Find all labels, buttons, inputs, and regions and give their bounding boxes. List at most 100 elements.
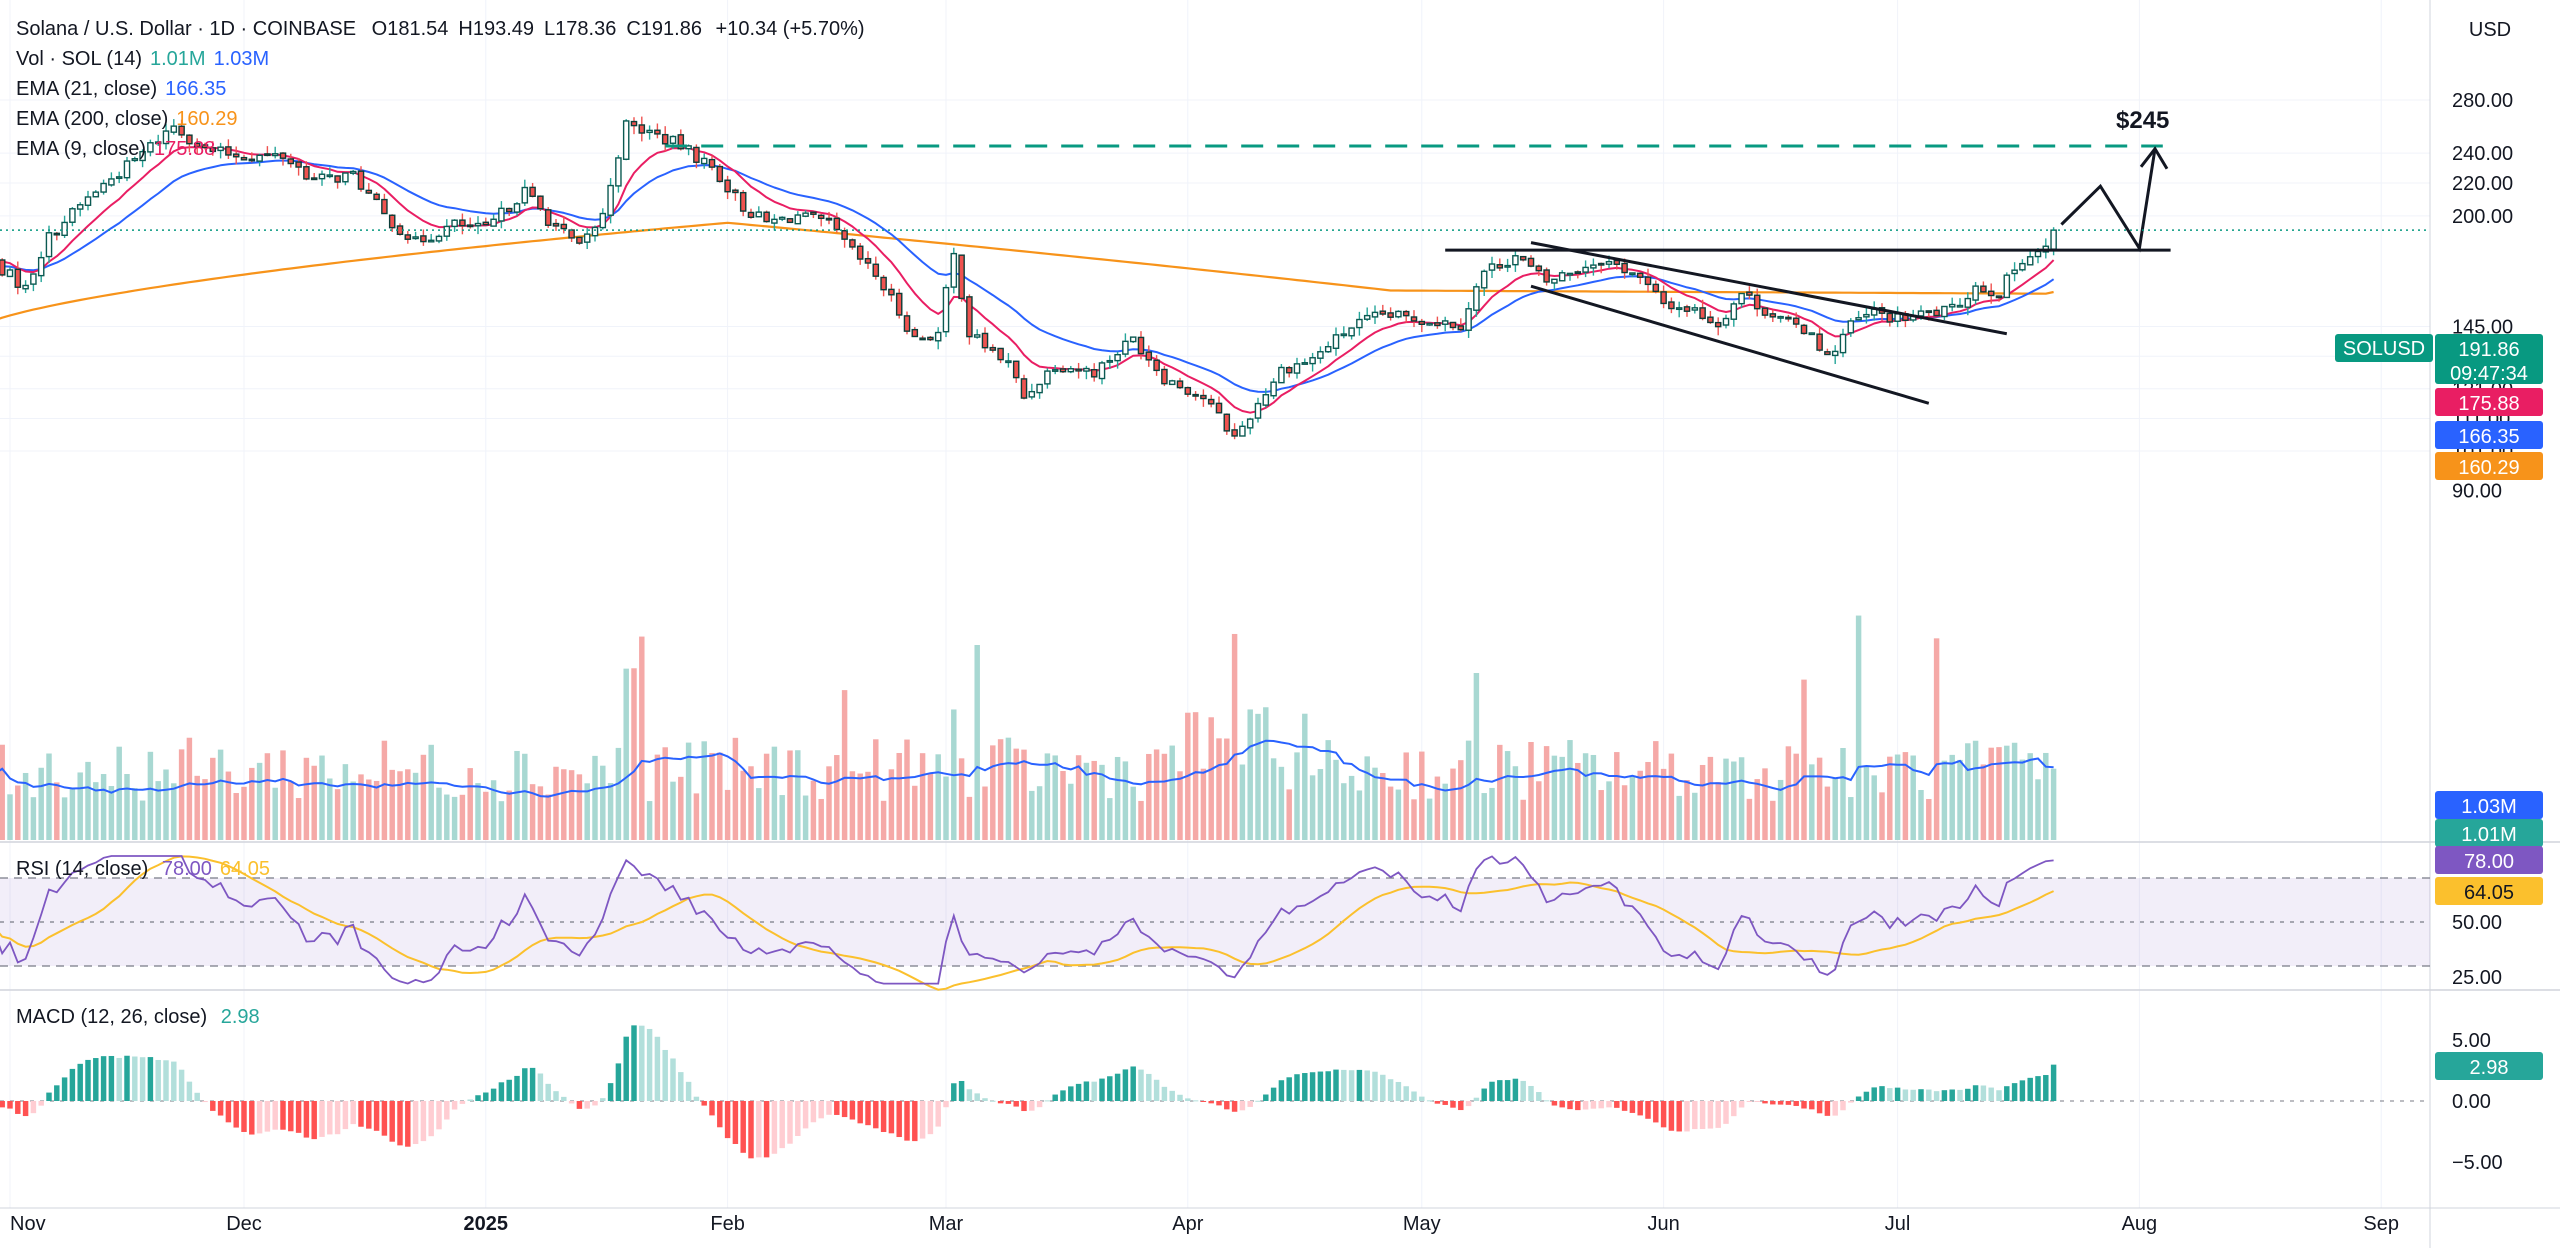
candle [2019,259,2026,272]
macd-hist-bar [1208,1101,1214,1104]
macd-hist-bar [1504,1080,1511,1101]
macd-hist-bar [506,1079,512,1101]
indicator-value: 1.01M [149,48,206,70]
candle [108,172,115,187]
candle-body [334,175,341,183]
volume-bar [1777,779,1784,840]
candle-body [1207,398,1215,405]
candle [544,207,552,228]
volume-bar [342,764,349,840]
candle [1301,358,1309,365]
macd-legend-label[interactable]: MACD (12, 26, close) [16,1006,208,1028]
volume-bar [1013,748,1019,840]
volume-bar [1021,749,1027,840]
volume-bar [1754,779,1760,840]
volume-bar [1411,799,1417,840]
volume-bar [1879,792,1885,840]
macd-hist-bar [1910,1089,1916,1101]
macd-hist-bar [1450,1101,1456,1108]
candle-body [1324,346,1332,353]
macd-hist-bar [1676,1101,1682,1132]
macd-hist-bar [1138,1069,1144,1101]
candle-body [474,222,482,227]
volume-bar [912,785,918,840]
macd-hist-bar [810,1101,817,1123]
currency-button[interactable]: USD [2468,18,2512,41]
macd-hist-bar [522,1068,528,1101]
candle-body [1995,295,2003,299]
indicator-value: 175.88 [154,138,216,160]
macd-hist-bar [1801,1101,1807,1109]
candle-body [217,146,224,152]
indicator-row[interactable]: EMA (9, close) 175.88 [16,134,865,164]
macd-hist-bar [1114,1073,1121,1101]
price-axis[interactable]: 280.00240.00220.00200.00145.00133.00121.… [2452,90,2513,1174]
candle [295,158,302,176]
volume-bar [233,793,239,840]
candle-body [895,292,903,316]
candle-body [131,158,139,162]
volume-bar [1512,766,1519,840]
candle [880,275,887,297]
time-axis[interactable]: Nov Dec 2025 Feb Mar Apr May Jun Jul Aug Sep [10,1213,2399,1235]
volume-bar [428,744,434,840]
rsi-legend-label[interactable]: RSI (14, close) [16,858,149,880]
macd-hist-bar [1380,1074,1386,1101]
indicator-label: EMA (9, close) [16,138,147,160]
candle [271,146,279,159]
candle [217,142,224,159]
candle [186,134,193,153]
volume-bar [1036,786,1043,840]
candle-body [0,259,6,276]
candle [505,207,513,216]
macd-hist-bar [568,1101,575,1104]
candle [381,193,388,215]
candle-body [989,346,997,351]
candle-body [1714,321,1722,328]
symbol-name[interactable]: Solana / U.S. Dollar · 1D · COINBASE [16,18,357,40]
price-label-box [2435,791,2543,819]
ema9-line [0,146,2055,414]
indicator-row[interactable]: EMA (200, close) 160.29 [16,104,865,134]
candle [1348,327,1355,340]
volume-bar [1855,615,1862,840]
volume-bar [1075,755,1082,840]
macd-hist-bar [116,1057,122,1101]
volume-bar [1918,789,1924,840]
macd-hist-bar [428,1101,434,1137]
macd-hist-bar [795,1101,801,1136]
candle [459,213,466,235]
candle [1410,310,1418,328]
macd-hist-bar [1372,1071,1378,1101]
volume-bar [139,800,146,840]
candle-body [1449,321,1457,329]
indicator-row[interactable]: Vol · SOL (14) 1.01M 1.03M [16,44,865,74]
candle-body [178,125,185,136]
candle-body [162,130,170,145]
candle-body [1239,425,1246,437]
macd-hist-bar [1192,1100,1199,1102]
candle-body [1457,325,1465,331]
candle-body [942,286,950,333]
candle [1566,272,1574,281]
volume-bar [1317,769,1324,840]
candle [537,195,544,212]
volume-bar [1575,762,1581,840]
candle [1262,388,1270,408]
macd-hist-bar [1551,1101,1558,1106]
macd-hist-bar [1536,1092,1542,1101]
candle-body [521,186,529,204]
volume-bar [802,795,809,840]
candle-body [880,276,887,291]
macd-hist-bar [576,1101,583,1109]
volume-bar [264,753,271,840]
macd-hist-bar [1840,1101,1846,1111]
indicator-row[interactable]: EMA (21, close) 166.35 [16,74,865,104]
candle [849,238,856,250]
macd-hist-bar [1606,1101,1612,1108]
candles[interactable] [0,116,2057,440]
volume-bar [1333,759,1339,840]
candle [326,167,334,179]
macd-hist-bar [1582,1101,1589,1110]
